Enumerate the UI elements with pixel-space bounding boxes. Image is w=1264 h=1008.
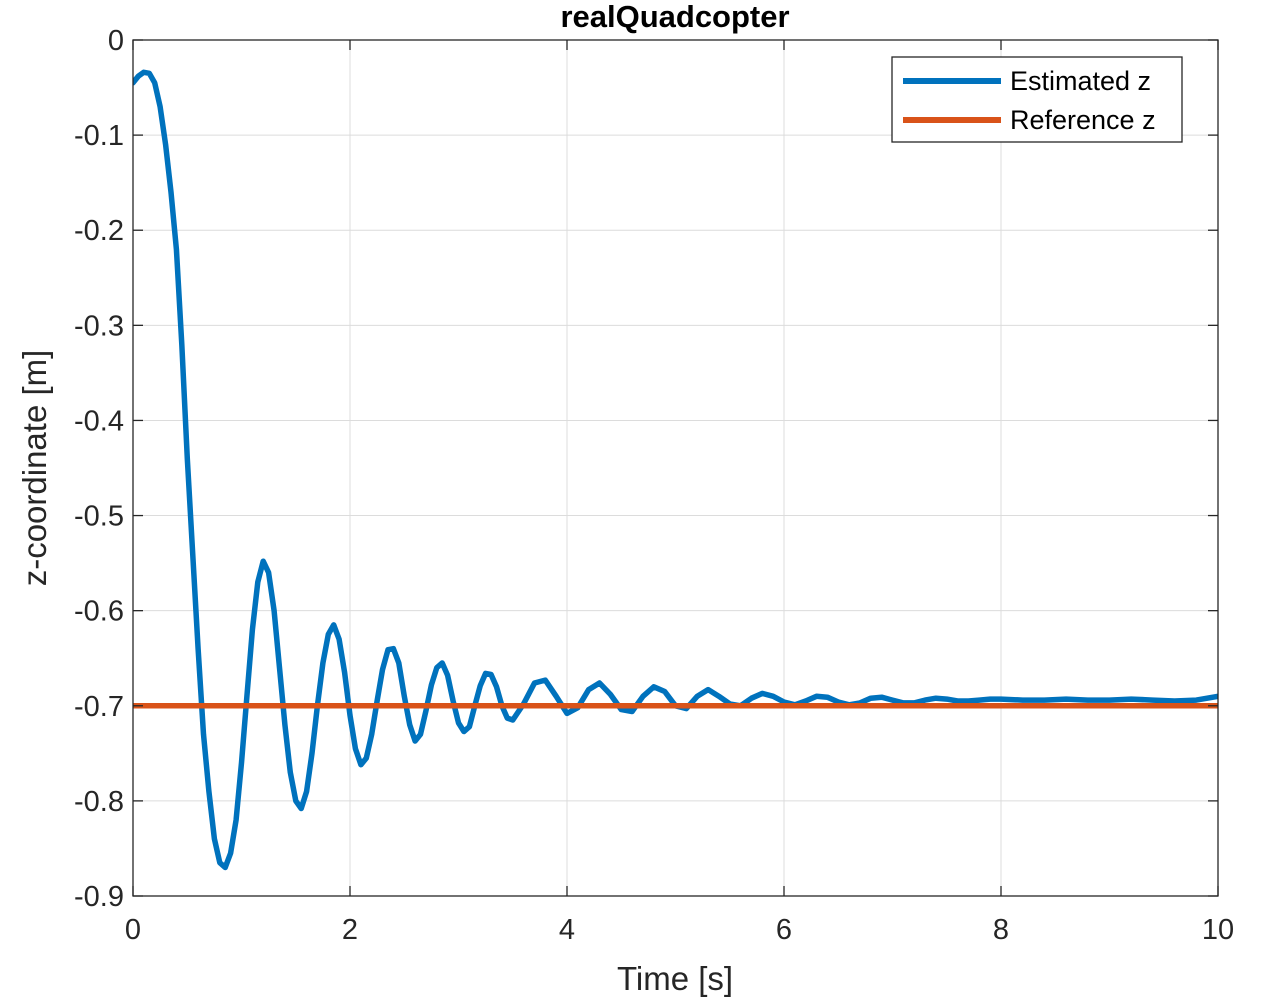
- x-tick-label: 0: [125, 914, 141, 946]
- x-tick-label: 10: [1202, 914, 1234, 946]
- x-tick-label: 8: [993, 914, 1009, 946]
- y-tick-label: -0.6: [74, 596, 124, 628]
- y-tick-label: -0.4: [74, 405, 124, 437]
- x-tick-label: 6: [776, 914, 792, 946]
- y-tick-label: -0.7: [74, 691, 124, 723]
- y-tick-label: -0.2: [74, 215, 124, 247]
- x-tick-label: 4: [559, 914, 575, 946]
- y-tick-label: -0.9: [74, 881, 124, 913]
- y-tick-label: -0.3: [74, 310, 124, 342]
- x-tick-label: 2: [342, 914, 358, 946]
- y-tick-label: 0: [108, 25, 124, 57]
- legend: Estimated z Reference z: [891, 56, 1183, 143]
- plot-series: [133, 69, 1218, 871]
- axis-ticks: 0 2 4 6 8 10 0 -0.1 -0.2 -0.3 -0.4 -0.5 -0.6 -0.7 -0.8…: [74, 25, 1234, 946]
- legend-box: [891, 56, 1183, 143]
- x-axis-label: Time [s]: [617, 960, 733, 997]
- plot-area: [133, 40, 1218, 896]
- y-axis-label: z-coordinate [m]: [16, 350, 53, 587]
- y-tick-label: -0.1: [74, 120, 124, 152]
- legend-label-estimated-z: Estimated z: [1010, 66, 1151, 96]
- y-tick-label: -0.8: [74, 786, 124, 818]
- axes-box: [132, 39, 1219, 897]
- legend-label-reference-z: Reference z: [1010, 105, 1156, 135]
- chart-title: realQuadcopter: [560, 0, 789, 34]
- y-tick-label: -0.5: [74, 501, 124, 533]
